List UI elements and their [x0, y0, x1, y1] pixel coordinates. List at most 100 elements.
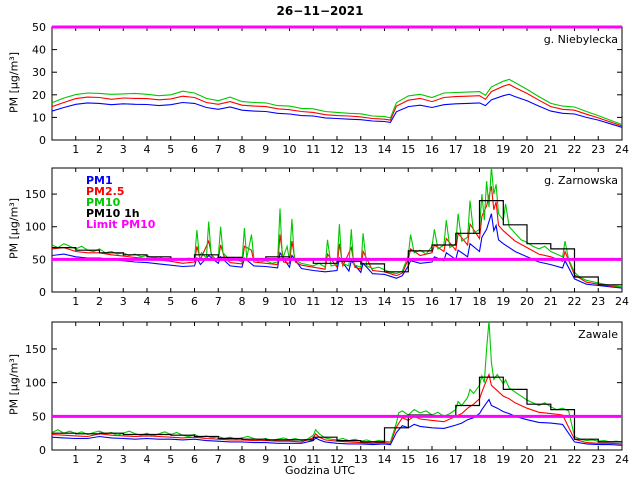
y-tick-label: 0 [39, 286, 46, 299]
x-tick-label: 4 [144, 295, 151, 308]
y-tick-label: 100 [25, 377, 46, 390]
x-tick-label: 22 [568, 143, 582, 156]
legend-entry-pm1: PM1 [86, 174, 113, 187]
axes-box [51, 321, 623, 451]
panel-title-zarnowska: g. Zarnowska [544, 174, 618, 187]
x-tick-label: 24 [615, 143, 629, 156]
x-tick-label: 22 [568, 295, 582, 308]
x-tick-label: 21 [544, 295, 558, 308]
x-tick-label: 7 [215, 143, 222, 156]
y-tick-label: 0 [39, 444, 46, 457]
y-axis-label-panel-2: PM [µg/m³] [7, 198, 21, 260]
x-tick-label: 1 [72, 453, 79, 466]
x-tick-label: 10 [283, 453, 297, 466]
x-tick-label: 23 [591, 453, 605, 466]
panel-2: 1 2 3 4 5 6 7 8 9 10 11 12 13 14 15 16 17 18 19 20 21 22 23 240… [25, 321, 629, 466]
legend-entry-limit-pm10: Limit PM10 [86, 218, 156, 231]
series-line-pm1 [52, 213, 622, 289]
x-tick-label: 4 [144, 453, 151, 466]
x-tick-label: 17 [449, 295, 463, 308]
panel-1: 1 2 3 4 5 6 7 8 9 10 11 12 13 14 15 16 17 18 19 20 21 22 23 240… [25, 167, 629, 308]
x-tick-label: 3 [120, 295, 127, 308]
x-tick-label: 18 [473, 453, 487, 466]
y-tick-label: 10 [32, 111, 46, 124]
x-tick-label: 9 [262, 143, 269, 156]
x-tick-label: 19 [496, 143, 510, 156]
x-tick-label: 16 [425, 295, 439, 308]
x-tick-label: 6 [191, 453, 198, 466]
x-tick-label: 19 [496, 295, 510, 308]
x-tick-label: 24 [615, 295, 629, 308]
x-tick-label: 21 [544, 453, 558, 466]
x-tick-label: 7 [215, 453, 222, 466]
x-tick-label: 20 [520, 143, 534, 156]
x-tick-label: 13 [354, 143, 368, 156]
series-step-pm10-1h [52, 376, 622, 443]
x-tick-label: 2 [96, 295, 103, 308]
panel-title-zawale: Zawale [578, 328, 618, 341]
y-tick-label: 100 [25, 221, 46, 234]
y-tick-label: 150 [25, 188, 46, 201]
x-tick-label: 18 [473, 143, 487, 156]
x-tick-label: 21 [544, 143, 558, 156]
figure-title: 26−11−2021 [276, 4, 364, 18]
legend-entry-pm10-1h: PM10 1h [86, 207, 140, 220]
x-tick-label: 10 [283, 143, 297, 156]
x-tick-label: 11 [306, 143, 320, 156]
y-tick-label: 30 [32, 66, 46, 79]
x-tick-label: 17 [449, 143, 463, 156]
y-tick-label: 150 [25, 343, 46, 356]
x-tick-label: 3 [120, 453, 127, 466]
panel-title-niebylecka: g. Niebylecka [543, 33, 618, 46]
panel-0: 1 2 3 4 5 6 7 8 9 10 11 12 13 14 15 16 17 18 19 20 21 22 23 240… [32, 21, 629, 156]
y-tick-label: 40 [32, 44, 46, 57]
x-tick-label: 6 [191, 143, 198, 156]
x-tick-label: 15 [401, 453, 415, 466]
x-tick-label: 9 [262, 295, 269, 308]
x-tick-label: 11 [306, 453, 320, 466]
x-tick-label: 8 [239, 453, 246, 466]
x-tick-label: 14 [378, 143, 392, 156]
series-line-pm2-5 [52, 83, 622, 127]
y-tick-label: 0 [39, 134, 46, 147]
x-tick-label: 14 [378, 453, 392, 466]
x-tick-label: 2 [96, 453, 103, 466]
x-tick-label: 9 [262, 453, 269, 466]
x-tick-label: 4 [144, 143, 151, 156]
x-tick-label: 1 [72, 295, 79, 308]
x-tick-label: 6 [191, 295, 198, 308]
x-tick-label: 16 [425, 143, 439, 156]
x-tick-label: 20 [520, 453, 534, 466]
x-tick-label: 5 [167, 143, 174, 156]
x-tick-label: 24 [615, 453, 629, 466]
x-tick-label: 1 [72, 143, 79, 156]
y-axis-label-panel-1: PM [µg/m³] [7, 52, 21, 114]
x-tick-label: 5 [167, 295, 174, 308]
x-tick-label: 20 [520, 295, 534, 308]
series-line-pm2-5 [52, 372, 622, 445]
y-tick-label: 50 [32, 253, 46, 266]
legend-entry-pm25: PM2.5 [86, 185, 125, 198]
x-tick-label: 8 [239, 143, 246, 156]
y-axis-label-panel-3: PM [µg/m³] [7, 354, 21, 416]
legend: PM1 PM2.5 PM10 PM10 1h Limit PM10 [86, 175, 155, 230]
series-step-pm10-1h [52, 200, 622, 286]
x-tick-label: 23 [591, 295, 605, 308]
x-tick-label: 12 [330, 453, 344, 466]
x-tick-label: 22 [568, 453, 582, 466]
x-tick-label: 15 [401, 143, 415, 156]
x-tick-label: 15 [401, 295, 415, 308]
axes-box [51, 26, 623, 141]
x-tick-label: 11 [306, 295, 320, 308]
x-tick-label: 18 [473, 295, 487, 308]
series-line-pm2-5 [52, 186, 622, 288]
series-line-pm10 [52, 322, 622, 443]
x-tick-label: 13 [354, 295, 368, 308]
x-tick-label: 12 [330, 143, 344, 156]
x-tick-label: 14 [378, 295, 392, 308]
legend-entry-pm10: PM10 [86, 196, 121, 209]
y-tick-label: 50 [32, 410, 46, 423]
x-tick-label: 19 [496, 453, 510, 466]
